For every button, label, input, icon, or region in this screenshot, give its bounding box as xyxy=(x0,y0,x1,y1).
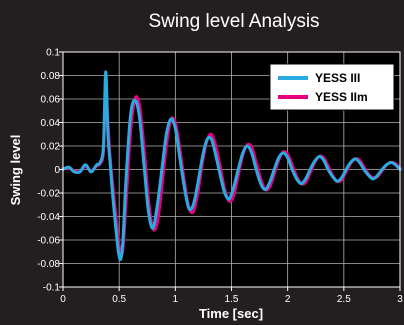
legend-box xyxy=(269,63,395,111)
y-axis-label: Swing level xyxy=(8,135,23,206)
x-tick-label: 3 xyxy=(397,294,403,305)
series-line-yess-iii xyxy=(61,70,402,261)
legend-label-yess-iii: YESS III xyxy=(315,71,360,85)
y-tick-label: 0 xyxy=(54,165,60,176)
y-tick-label: -0.08 xyxy=(37,259,60,270)
y-tick-label: -0.04 xyxy=(37,212,60,223)
y-tick-label: 0.04 xyxy=(41,118,61,129)
x-tick-label: 2.5 xyxy=(337,294,351,305)
legend: YESS III YESS IIm xyxy=(269,63,395,111)
x-ticks: 0 0.5 1 1.5 2 2.5 3 xyxy=(60,287,403,305)
y-tick-label: 0.1 xyxy=(46,48,60,59)
y-ticks: 0.1 0.08 0.06 0.04 0.02 0 -0.02 -0.04 -0.06 -0.08… xyxy=(37,48,63,294)
y-tick-label: -0.06 xyxy=(37,236,60,247)
series-layer xyxy=(61,70,402,261)
x-tick-label: 1.5 xyxy=(225,294,239,305)
x-tick-label: 1 xyxy=(173,294,179,305)
x-tick-label: 2 xyxy=(285,294,291,305)
y-tick-label: 0.08 xyxy=(41,71,61,82)
y-tick-label: 0.06 xyxy=(41,95,61,106)
y-tick-label: 0.02 xyxy=(41,142,61,153)
legend-label-yess-iim: YESS IIm xyxy=(315,90,368,104)
y-tick-label: -0.02 xyxy=(37,189,60,200)
x-tick-label: 0.5 xyxy=(112,294,126,305)
y-tick-label: -0.1 xyxy=(43,283,61,294)
x-axis-label: Time [sec] xyxy=(199,306,263,321)
x-tick-label: 0 xyxy=(60,294,66,305)
chart-title: Swing level Analysis xyxy=(148,11,319,32)
